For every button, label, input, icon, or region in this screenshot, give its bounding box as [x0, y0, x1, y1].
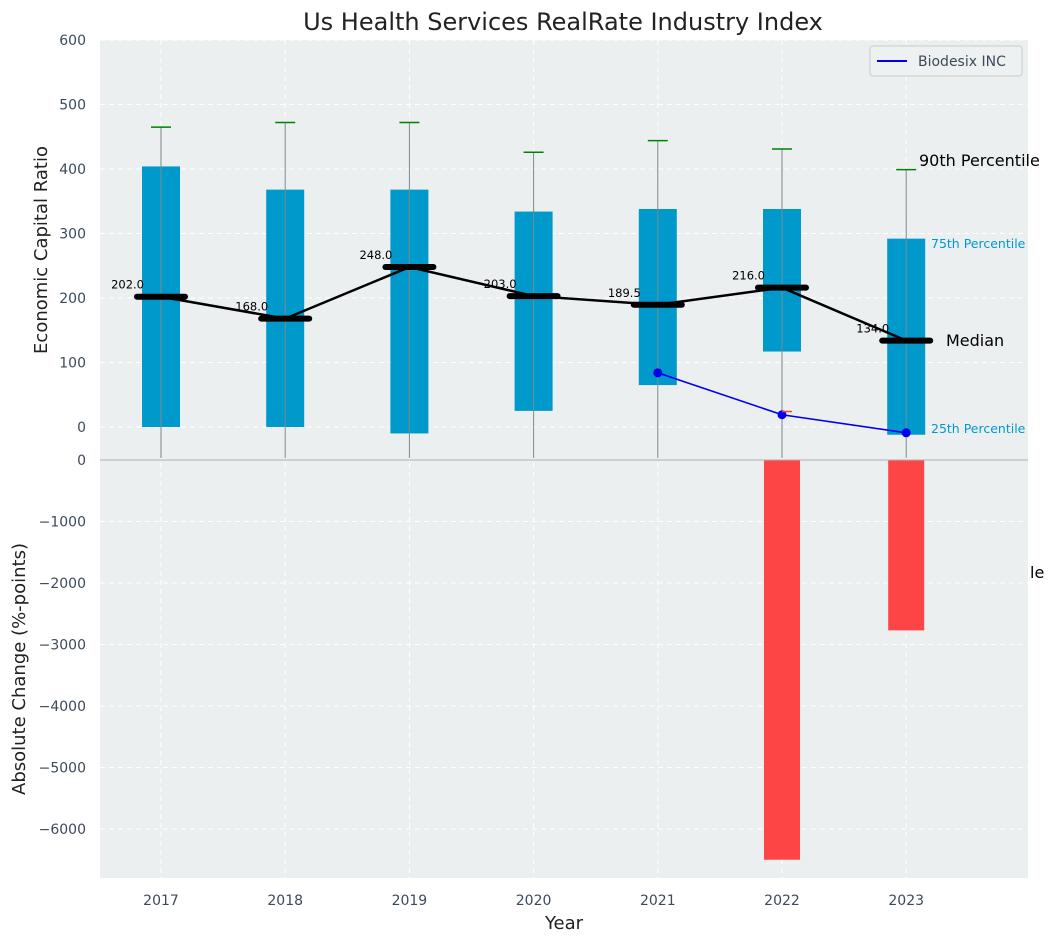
series-point-2023 — [901, 428, 911, 438]
y-tick-top-500: 500 — [59, 98, 86, 114]
x-tick-2020: 2020 — [516, 893, 552, 909]
series-point-2021 — [653, 368, 663, 378]
y-axis-label-top: Economic Capital Ratio — [31, 146, 52, 354]
y-tick-top-300: 300 — [59, 227, 86, 243]
axis-ticks: 0 100 200 300 400 500 600 0 −1000 −2000 −3000 −4000… — [39, 33, 924, 909]
annotation-median: Median — [946, 331, 1004, 350]
legend-box — [869, 45, 1023, 77]
change-bar-2022 — [764, 460, 800, 860]
median-label-2019: 248.0 — [359, 248, 392, 262]
annotation-75th-percentile: 75th Percentile — [931, 236, 1026, 251]
median-label-2022: 216.0 — [732, 269, 765, 283]
y-tick-top-200: 200 — [59, 291, 86, 307]
y-tick-bottom-0: 0 — [77, 453, 86, 469]
annotation-90th-percentile: 90th Percentile — [919, 151, 1040, 170]
legend: Biodesix INC — [869, 45, 1023, 77]
x-tick-2018: 2018 — [267, 893, 303, 909]
y-axis-label-bottom: Absolute Change (%-points) — [9, 543, 30, 795]
y-tick-bottom--5000: −5000 — [39, 761, 86, 777]
chart-title: Us Health Services RealRate Industry Ind… — [303, 8, 823, 36]
series-point-2022 — [777, 410, 787, 420]
median-label-2018: 168.0 — [235, 300, 268, 314]
top-panel-background — [100, 40, 1028, 460]
y-tick-bottom--6000: −6000 — [39, 822, 86, 838]
median-group: 202.0 168.0 248.0 203.0 189.5 216.0 134.0 — [111, 248, 934, 344]
x-tick-2022: 2022 — [764, 893, 800, 909]
x-axis-label: Year — [544, 913, 584, 934]
x-tick-2017: 2017 — [143, 893, 179, 909]
x-tick-2023: 2023 — [888, 893, 924, 909]
annotation-25th-percentile: 25th Percentile — [931, 421, 1026, 436]
absolute-change-bars — [764, 460, 925, 860]
y-tick-bottom--3000: −3000 — [39, 638, 86, 654]
x-tick-2019: 2019 — [392, 893, 428, 909]
y-tick-bottom--1000: −1000 — [39, 515, 86, 531]
legend-entry-biodesix: Biodesix INC — [918, 54, 1006, 70]
y-tick-top-0: 0 — [77, 420, 86, 436]
y-tick-top-100: 100 — [59, 356, 86, 372]
x-tick-2021: 2021 — [640, 893, 676, 909]
change-bar-2023 — [888, 460, 925, 631]
y-tick-bottom--4000: −4000 — [39, 699, 86, 715]
median-label-2020: 203.0 — [484, 277, 517, 291]
median-label-2021: 189.5 — [608, 286, 641, 300]
y-tick-top-400: 400 — [59, 162, 86, 178]
median-label-2017: 202.0 — [111, 278, 144, 292]
company-series — [653, 368, 911, 438]
annotation-clipped: le — [1030, 563, 1044, 582]
y-tick-bottom--2000: −2000 — [39, 576, 86, 592]
bottom-panel-background — [100, 460, 1028, 878]
median-label-2023: 134.0 — [856, 322, 889, 336]
whiskers — [151, 121, 917, 458]
y-tick-top-600: 600 — [59, 33, 86, 49]
